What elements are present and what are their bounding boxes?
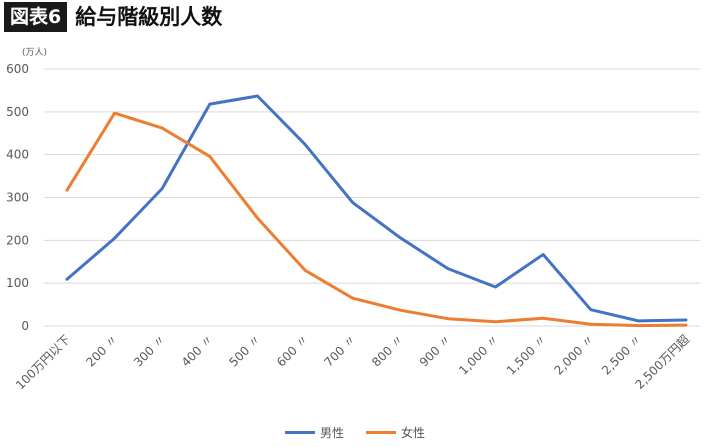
chart-title: 給与階級別人数 xyxy=(75,5,223,29)
y-tick-label: 400 xyxy=(6,148,29,162)
x-tick-label: 400 〃 xyxy=(179,332,216,369)
x-tick-label: 100万円以下 xyxy=(13,332,73,392)
legend-item: 男性 xyxy=(284,424,344,441)
legend-label: 男性 xyxy=(319,426,344,440)
y-tick-label: 100 xyxy=(6,276,29,290)
y-tick-label: 600 xyxy=(6,62,29,76)
x-tick-label: 300 〃 xyxy=(131,332,168,369)
x-tick-label: 2,500 〃 xyxy=(599,332,644,377)
legend-swatch xyxy=(366,431,396,434)
series-lines xyxy=(65,94,688,328)
legend-label: 女性 xyxy=(401,426,426,440)
title-bar: 図表6 給与階級別人数 xyxy=(0,0,222,34)
legend: 男性 女性 xyxy=(0,424,710,441)
x-tick-label: 1,000 〃 xyxy=(456,332,501,377)
x-tick-label: 2,000 〃 xyxy=(552,332,597,377)
x-tick-label: 800 〃 xyxy=(369,332,406,369)
y-axis-unit-label: (万人) xyxy=(22,47,47,58)
y-tick-labels: 0 100 200 300 400 500 600 xyxy=(6,62,29,333)
x-tick-label: 200 〃 xyxy=(83,332,120,369)
x-tick-label: 700 〃 xyxy=(322,332,359,369)
series-line xyxy=(65,94,688,323)
series-line xyxy=(65,111,688,328)
figure-badge: 図表6 xyxy=(4,2,68,32)
x-tick-label: 1,500 〃 xyxy=(504,332,549,377)
y-tick-label: 500 xyxy=(6,105,29,119)
legend-swatch xyxy=(284,431,315,434)
x-tick-label: 900 〃 xyxy=(417,332,454,369)
x-tick-label: 600 〃 xyxy=(274,332,311,369)
x-tick-labels: 100万円以下 200 〃 300 〃 400 〃 500 〃 600 〃 700 〃 800… xyxy=(13,332,692,393)
y-tick-label: 0 xyxy=(21,319,29,333)
x-tick-label: 500 〃 xyxy=(226,332,263,369)
y-tick-label: 300 xyxy=(6,191,29,205)
legend-item: 女性 xyxy=(366,424,425,441)
grid-lines xyxy=(44,68,700,327)
y-tick-label: 200 xyxy=(6,233,29,247)
